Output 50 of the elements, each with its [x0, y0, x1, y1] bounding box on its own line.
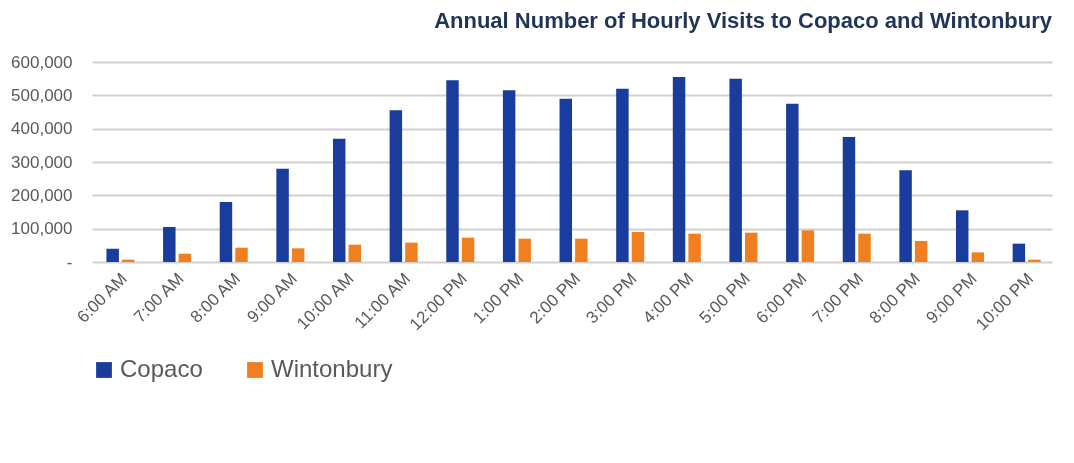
- bar: [163, 227, 176, 262]
- bar: [276, 168, 289, 262]
- bar: [106, 248, 119, 262]
- x-tick-label: 7:00 AM: [130, 269, 188, 327]
- bar: [956, 210, 969, 262]
- bar: [575, 238, 588, 262]
- bar: [502, 90, 516, 262]
- bar: [842, 137, 856, 262]
- bar: [389, 110, 403, 262]
- bar: [1012, 243, 1026, 262]
- bar: [786, 103, 799, 262]
- x-tick-label: 4:00 PM: [639, 269, 698, 328]
- bar: [914, 241, 928, 262]
- y-tick-label: 600,000: [11, 52, 73, 72]
- bar: [219, 202, 233, 262]
- bar: [729, 78, 742, 262]
- y-tick-label: 500,000: [11, 85, 73, 105]
- bar: [899, 170, 912, 262]
- bar: [291, 248, 305, 262]
- legend-label: Copaco: [120, 355, 203, 382]
- bar: [446, 80, 459, 262]
- bar: [1028, 259, 1041, 262]
- bar: [672, 77, 686, 262]
- y-tick-label: 200,000: [11, 185, 73, 205]
- bar: [858, 233, 871, 262]
- bar: [348, 244, 362, 262]
- y-tick-label: 100,000: [11, 219, 73, 239]
- bar: [405, 242, 418, 262]
- bar: [801, 230, 815, 262]
- x-tick-label: 8:00 AM: [186, 269, 245, 327]
- y-tick-label: 400,000: [11, 119, 73, 139]
- bar: [178, 253, 192, 262]
- bar: [971, 252, 985, 262]
- bar: [461, 237, 475, 262]
- x-tick-label: 3:00 PM: [582, 269, 641, 328]
- bar: [745, 232, 758, 262]
- y-tick-label: -: [66, 252, 73, 272]
- x-tick-label: 7:00 PM: [809, 269, 868, 328]
- y-tick-label: 300,000: [11, 152, 73, 172]
- bar: [559, 98, 572, 262]
- bar: [518, 238, 531, 262]
- bar: [235, 247, 248, 262]
- x-tick-label: 6:00 PM: [752, 269, 811, 328]
- bar: [332, 138, 346, 262]
- bar: [688, 233, 701, 262]
- x-tick-label: 6:00 AM: [73, 269, 131, 327]
- bar: [631, 232, 645, 262]
- chart-title: Annual Number of Hourly Visits to Copaco and Wintonbury: [434, 8, 1053, 33]
- legend-label: Wintonbury: [271, 355, 393, 382]
- bar: [616, 88, 629, 262]
